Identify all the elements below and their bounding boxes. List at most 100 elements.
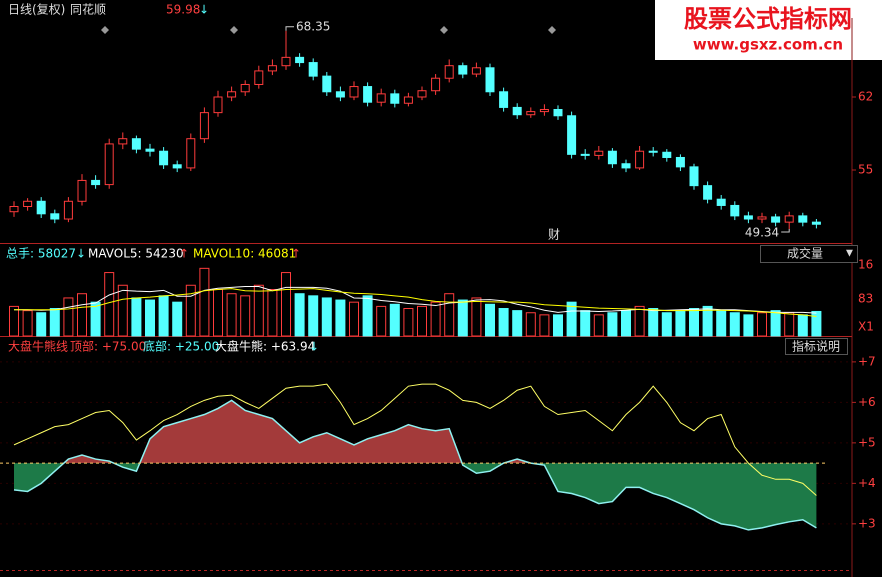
ma-line [14,288,817,318]
volume-bar [281,272,291,337]
volume-bar [226,293,237,337]
volume-bar [566,301,577,337]
indicator-top: 顶部: +75.00 [70,339,146,354]
y-tick-label: 55 [858,162,873,176]
volume-bar [553,314,563,337]
mavol10-label: MAVOL10: 46081 [193,247,296,261]
candle-body [363,86,373,103]
volume-bar [240,295,251,337]
volume-bar [444,293,455,337]
volume-bar [172,301,183,337]
y-tick-label: +6 [858,395,876,409]
candle-body [703,185,713,200]
indicator-value: 大盘牛熊: +63.94 [215,339,315,354]
candle-body [675,156,685,168]
candle-body [240,83,250,93]
volume-bar [90,301,101,337]
volume-selector[interactable] [760,245,858,263]
candle-body [77,179,87,202]
candle-body [771,216,781,223]
volume-bar [253,284,264,337]
candle-body [539,109,549,113]
candle-body [349,86,359,98]
bull-area [14,400,817,464]
candle-body [390,93,400,104]
volume-bar [607,312,618,337]
volume-bar [335,299,346,337]
candle-body [254,70,264,85]
volume-bar [743,314,754,337]
volume-bar [63,297,74,337]
volume-bar [430,301,441,337]
dropdown-icon: ▼ [846,249,853,259]
watermark-title: 股票公式指标网 [684,5,852,33]
candle-body [784,215,794,223]
candle-body [811,221,821,225]
volume-bar [485,303,495,337]
candle-body [281,56,291,67]
volume-bar [117,284,128,337]
volume-bar [648,308,659,337]
volume-bar [498,308,509,337]
volume-bar [770,310,781,337]
ma-line [14,286,817,314]
volume-bar [362,295,373,337]
candle-body [403,96,413,104]
max-annotation: 68.35 [296,19,330,33]
candle-body [50,213,60,220]
volume-bar [185,284,196,337]
annotation-pointer [781,229,790,233]
volume-bar [308,295,319,337]
candle-body [553,109,563,117]
volume-bar [376,305,387,337]
candle-body [91,179,101,186]
volume-bar [199,267,210,337]
volume-bar [389,303,400,337]
candle-body [186,138,196,169]
axis-label: 16 [858,258,873,272]
volume-bar [403,308,414,337]
candle-body [322,75,332,93]
indicator-help-button[interactable] [785,338,848,355]
index-line [13,383,817,496]
candle-body [471,67,481,75]
candle-body [431,77,441,92]
watermark-box [655,0,882,60]
volume-bar [104,272,115,337]
volume-bar [811,310,822,337]
candle-body [580,153,590,156]
candle-body [567,115,577,155]
candle-body [621,163,631,169]
diamond [548,26,556,34]
candle-body [23,200,33,207]
event-marker: 财 [548,228,560,242]
candle-body [607,150,617,165]
min-annotation: 49.34 [745,226,779,240]
diamond [440,26,448,34]
indicator-help-label[interactable]: 指标说明 [792,339,840,354]
volume-bar [729,312,740,337]
candle-body [689,166,699,187]
volume-bar [512,310,523,337]
volume-bar [689,308,699,337]
volume-bar [36,312,47,337]
candle-body [267,65,277,72]
volume-bar [716,310,727,337]
candle-body [199,112,209,140]
volume-title: 成交量 [787,246,823,261]
volume-bar [457,299,468,337]
volume-bar [525,312,536,337]
candle-body [131,138,141,150]
candle-body [335,91,345,98]
candle-body [730,204,740,217]
volume-bar [294,293,305,337]
volume-bar [267,288,278,337]
volume-bar [702,305,713,337]
volume-bar [784,312,795,337]
mavol5-label: MAVOL5: 54230 [88,247,184,261]
candle-body [417,90,427,98]
axis-label: 83 [858,292,873,306]
volume-bar [145,299,155,337]
volume-bar [797,314,808,337]
